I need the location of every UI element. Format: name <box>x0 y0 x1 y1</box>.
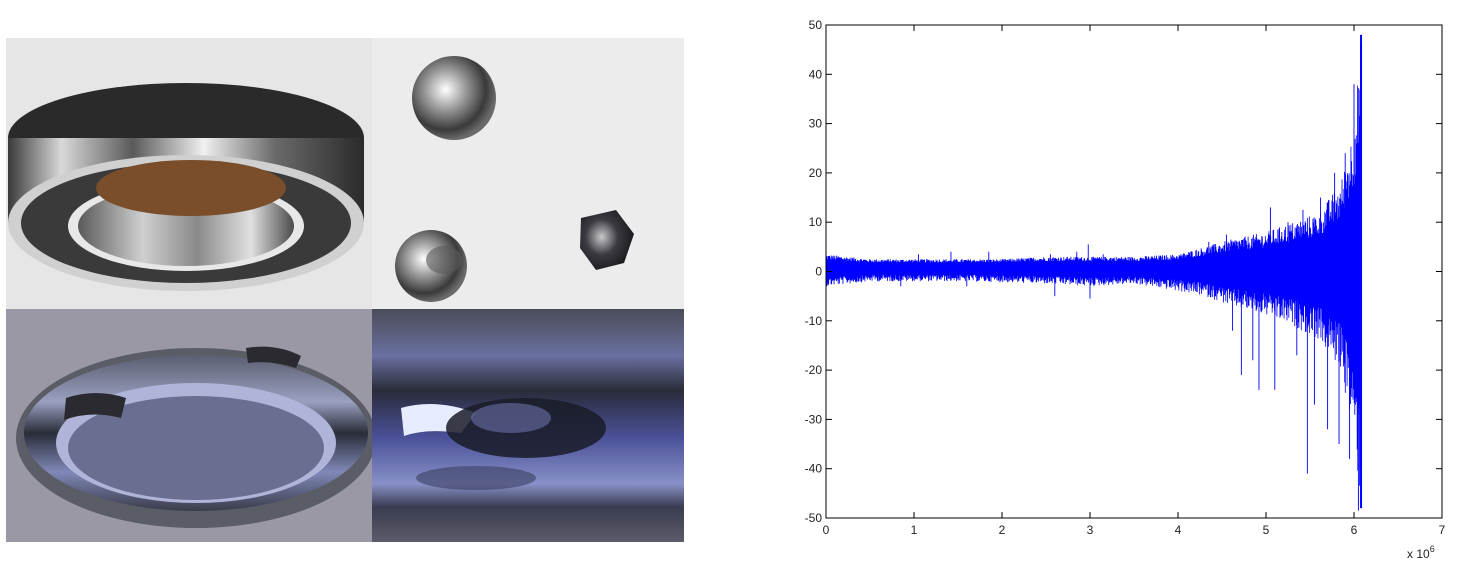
y-tick-label: 20 <box>809 166 823 180</box>
y-tick-label: 40 <box>809 67 823 81</box>
plot-frame <box>825 24 1443 519</box>
y-tick-label: -50 <box>805 511 823 525</box>
x-tick-label: 1 <box>911 523 918 537</box>
x-tick-label: 5 <box>1263 523 1270 537</box>
damaged-balls-photo <box>372 38 684 309</box>
y-tick-label: -40 <box>805 462 823 476</box>
x-tick-label: 2 <box>999 523 1006 537</box>
spall-closeup-photo <box>372 309 684 542</box>
outer-race-spall-photo <box>6 309 376 542</box>
x-tick-label: 6 <box>1351 523 1358 537</box>
axis-ticks: 0 1 2 3 4 5 6 7 50 40 30 20 10 0 -10 -20 -30 -40 -50 <box>805 18 1446 537</box>
y-tick-label: 0 <box>815 265 822 279</box>
y-tick-label: -20 <box>805 363 823 377</box>
x-scale-label: x 106 <box>1407 544 1435 561</box>
signal-trace <box>825 44 1362 486</box>
bearing-assembly-photo <box>6 38 372 309</box>
x-tick-label: 7 <box>1439 523 1446 537</box>
vibration-signal-chart: 0 1 2 3 4 5 6 7 50 40 30 20 10 0 -10 -20 -30 -40 -50 x 106 <box>780 0 1459 567</box>
y-tick-label: -30 <box>805 412 823 426</box>
y-tick-label: 30 <box>809 117 823 131</box>
x-tick-label: 3 <box>1087 523 1094 537</box>
y-tick-label: -10 <box>805 314 823 328</box>
x-tick-label: 0 <box>823 523 830 537</box>
y-tick-label: 50 <box>809 18 823 32</box>
y-tick-label: 10 <box>809 215 823 229</box>
x-tick-label: 4 <box>1175 523 1182 537</box>
signal-series <box>825 34 1363 511</box>
bearing-photo-collage <box>6 38 684 542</box>
